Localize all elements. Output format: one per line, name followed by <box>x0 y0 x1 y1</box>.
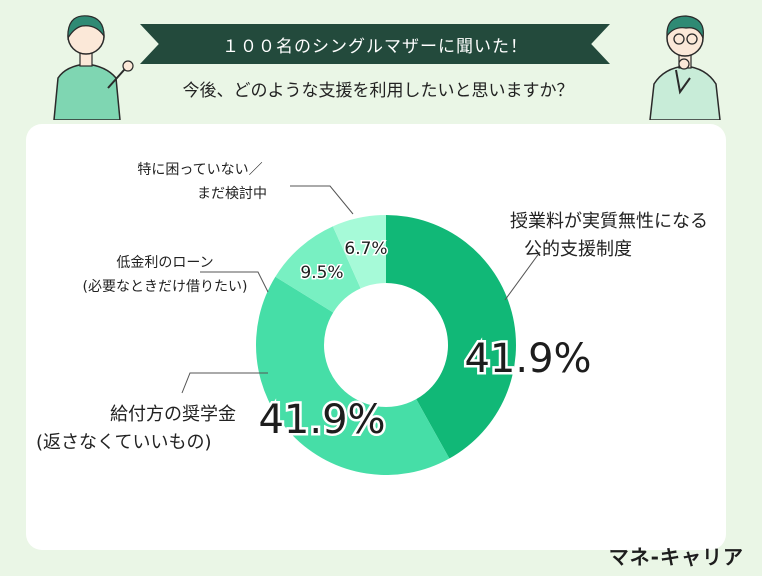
leader-line-4 <box>290 185 354 215</box>
category-label-2-line-1: 給付方の奨学金 <box>110 404 236 425</box>
category-label-1-line-2: 公的支援制度 <box>524 239 632 260</box>
banner-title: １００名のシングルマザーに聞いた！ <box>222 36 528 57</box>
survey-question: 今後、どのような支援を利用したいと思いますか？ <box>182 81 574 101</box>
donut-slice-1 <box>386 215 516 459</box>
chart-card <box>26 124 726 550</box>
leader-line-1 <box>504 251 541 301</box>
value-label-2: 41.9% <box>258 397 385 443</box>
donut-slice-4 <box>332 215 386 289</box>
category-label-4-line-1: 特に困っていない／ <box>137 162 262 178</box>
woman-illustration <box>53 15 134 120</box>
value-label-4: 6.7% <box>344 239 387 259</box>
leader-line-2 <box>181 372 268 394</box>
donut-slice-3 <box>275 226 361 313</box>
category-label-2-line-2: (返さなくていいもの) <box>36 432 212 453</box>
value-label-1: 41.9% <box>464 336 591 382</box>
survey-banner: １００名のシングルマザーに聞いた！ <box>140 24 610 64</box>
category-label-1-line-1: 授業料が実質無性になる <box>510 211 708 232</box>
man-illustration <box>649 15 721 120</box>
category-label-3-line-1: 低金利のローン <box>116 255 213 271</box>
category-label-4-line-2: まだ検討中 <box>197 186 267 202</box>
category-label-3-line-2: (必要なときだけ借りたい) <box>83 279 248 295</box>
value-label-3: 9.5% <box>300 263 343 283</box>
brand-logo: マネ-キャリア <box>608 545 744 569</box>
donut-slice-2 <box>256 276 450 476</box>
leader-line-3 <box>200 271 269 293</box>
